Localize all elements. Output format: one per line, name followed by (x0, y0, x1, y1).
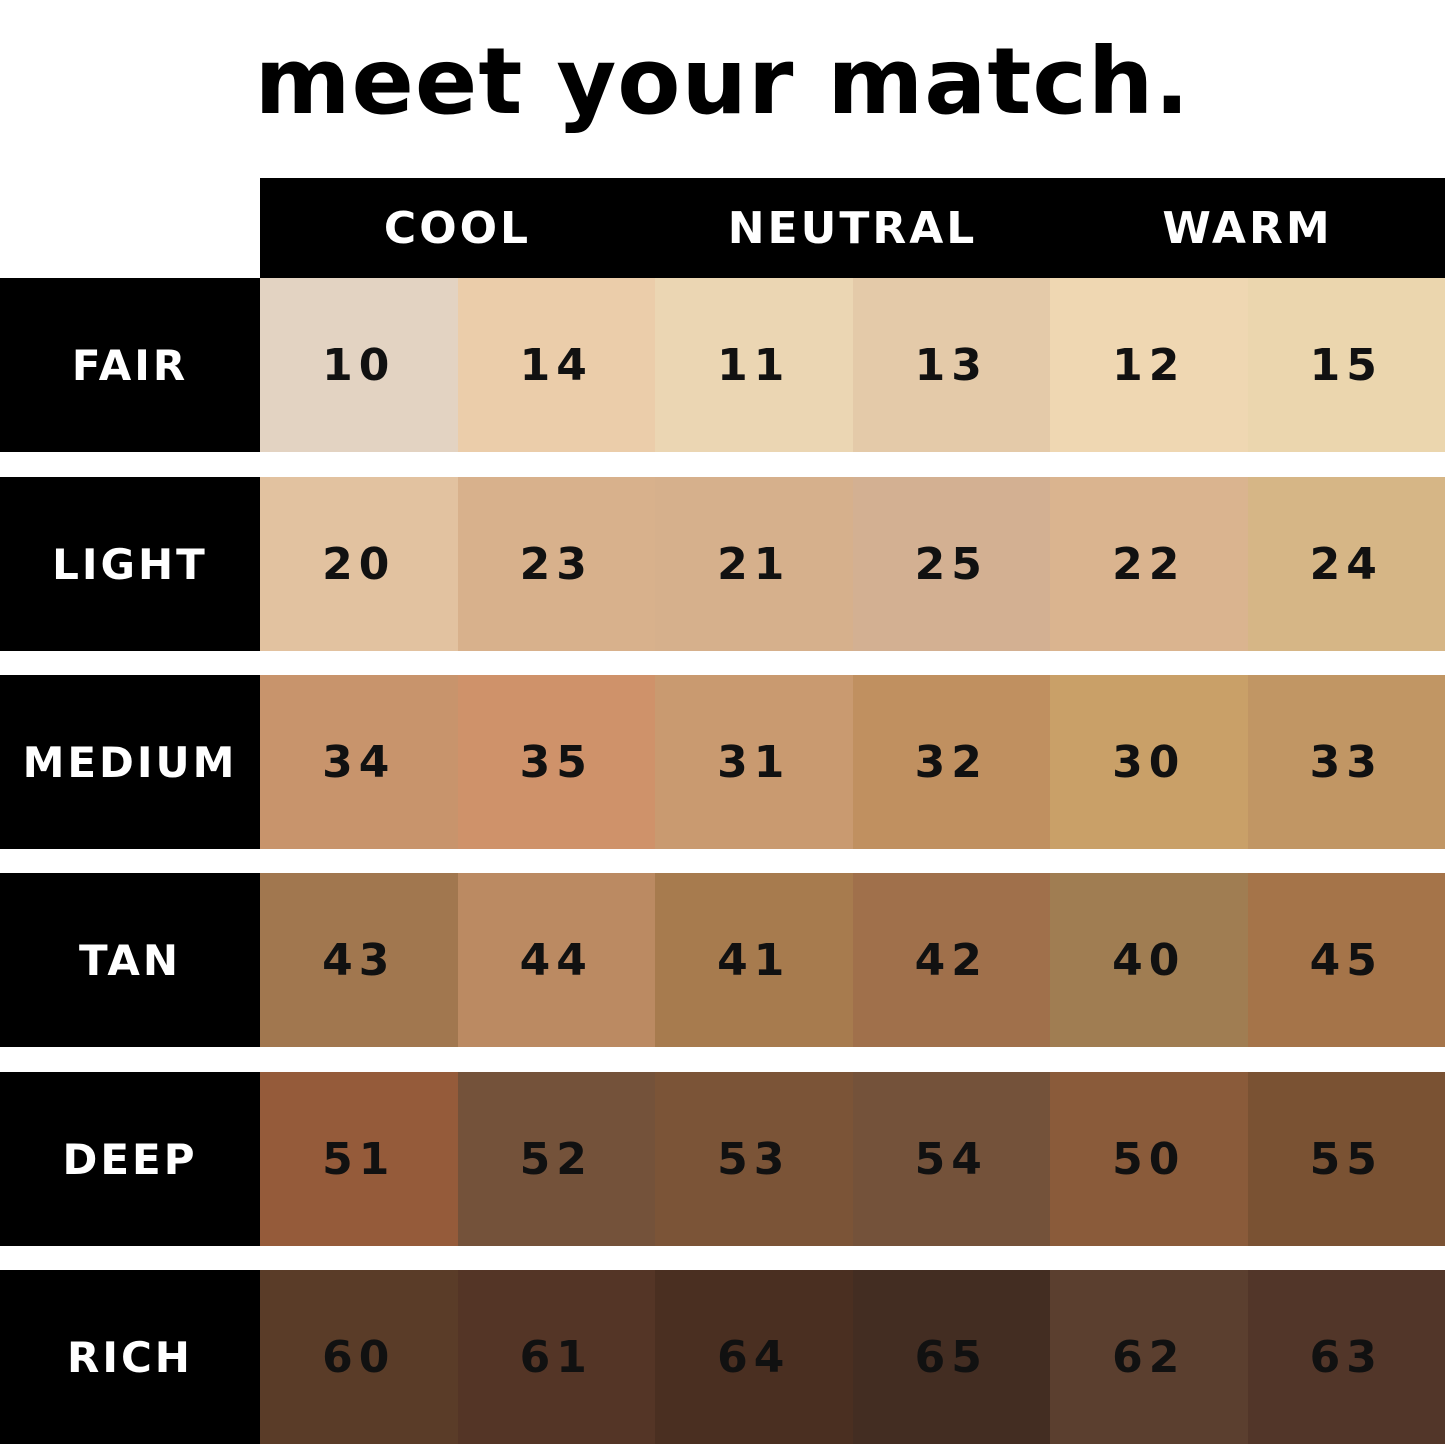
shade-swatch: 40 (1050, 873, 1248, 1047)
row-label: DEEP (0, 1072, 260, 1246)
shade-row-tan: TAN 43 44 41 42 40 45 (0, 873, 1445, 1047)
shade-swatch: 43 (260, 873, 458, 1047)
shade-row-deep: DEEP 51 52 53 54 50 55 (0, 1072, 1445, 1246)
shade-swatch: 12 (1050, 278, 1248, 452)
shade-swatch: 14 (457, 278, 655, 452)
shade-swatch: 44 (457, 873, 655, 1047)
shade-swatch: 45 (1247, 873, 1445, 1047)
shade-swatch: 52 (457, 1072, 655, 1246)
shade-swatch: 21 (655, 477, 853, 651)
shade-row-fair: FAIR 10 14 11 13 12 15 (0, 278, 1445, 452)
row-label: LIGHT (0, 477, 260, 651)
shade-swatch: 51 (260, 1072, 458, 1246)
column-header-neutral: NEUTRAL (727, 202, 978, 254)
shade-swatch: 50 (1050, 1072, 1248, 1246)
shade-row-light: LIGHT 20 23 21 25 22 24 (0, 477, 1445, 651)
shade-swatch: 61 (457, 1270, 655, 1444)
column-header-cool: COOL (383, 202, 532, 254)
shade-swatch: 63 (1247, 1270, 1445, 1444)
shade-swatch: 32 (852, 675, 1050, 849)
shade-swatch: 22 (1050, 477, 1248, 651)
column-header-warm: WARM (1162, 202, 1333, 254)
shade-swatch: 33 (1247, 675, 1445, 849)
shade-swatch: 20 (260, 477, 458, 651)
shade-swatch: 23 (457, 477, 655, 651)
shade-swatch: 41 (655, 873, 853, 1047)
shade-swatch: 11 (655, 278, 853, 452)
shade-swatch: 34 (260, 675, 458, 849)
page-title: meet your match. (254, 28, 1191, 135)
shade-swatch: 54 (852, 1072, 1050, 1246)
shade-swatch: 35 (457, 675, 655, 849)
row-label: TAN (0, 873, 260, 1047)
shade-swatch: 13 (852, 278, 1050, 452)
shade-swatch: 42 (852, 873, 1050, 1047)
shade-swatch: 30 (1050, 675, 1248, 849)
shade-swatch: 31 (655, 675, 853, 849)
row-label: RICH (0, 1270, 260, 1444)
shade-swatch: 25 (852, 477, 1050, 651)
shade-row-medium: MEDIUM 34 35 31 32 30 33 (0, 675, 1445, 849)
shade-swatch: 65 (852, 1270, 1050, 1444)
shade-swatch: 53 (655, 1072, 853, 1246)
shade-swatch: 62 (1050, 1270, 1248, 1444)
shade-swatch: 10 (260, 278, 458, 452)
row-label: FAIR (0, 278, 260, 452)
row-label: MEDIUM (0, 675, 260, 849)
undertone-header: COOL NEUTRAL WARM (260, 178, 1445, 278)
shade-row-rich: RICH 60 61 64 65 62 63 (0, 1270, 1445, 1444)
shade-swatch: 15 (1247, 278, 1445, 452)
shade-swatch: 55 (1247, 1072, 1445, 1246)
shade-swatch: 24 (1247, 477, 1445, 651)
shade-swatch: 60 (260, 1270, 458, 1444)
shade-swatch: 64 (655, 1270, 853, 1444)
